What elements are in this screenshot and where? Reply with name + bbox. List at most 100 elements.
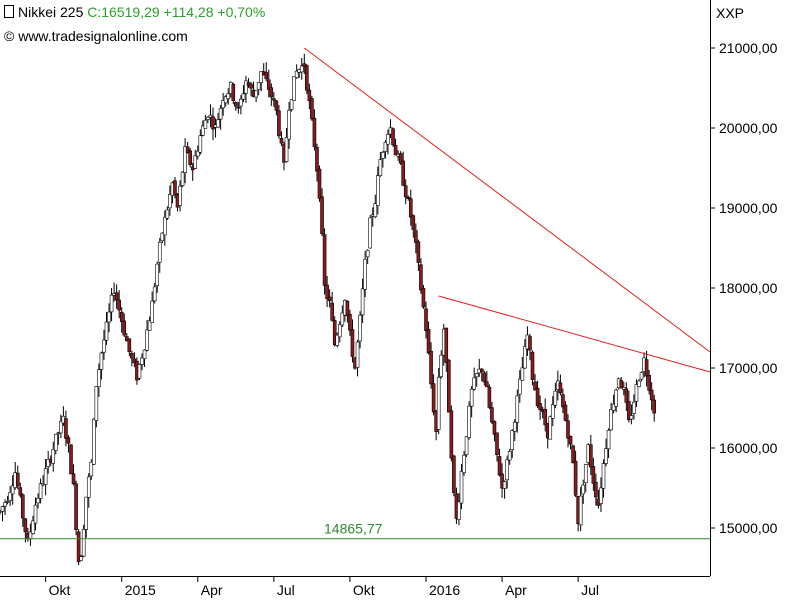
y-tick-label: 21000,00: [719, 40, 778, 56]
candle-body: [523, 346, 527, 369]
x-tick-label: Jul: [581, 582, 599, 598]
candle-body: [528, 336, 532, 351]
candle-body: [322, 234, 327, 286]
candle-body: [459, 471, 464, 504]
candle-body: [218, 108, 223, 120]
candle-body: [315, 146, 319, 172]
candle-body: [0, 506, 5, 512]
candle-body: [649, 389, 654, 401]
candle-body: [86, 476, 91, 498]
candle-body: [520, 367, 525, 381]
candle-body: [284, 137, 289, 162]
symbol-name[interactable]: Nikkei 225: [18, 4, 84, 20]
candle-body: [639, 372, 644, 380]
candle-body: [74, 483, 78, 531]
y-tick-label: 20000,00: [719, 120, 778, 136]
candle-body: [145, 329, 149, 351]
candle-body: [647, 374, 651, 391]
candle-body: [449, 410, 454, 459]
candle-body: [163, 216, 167, 236]
candle-body: [10, 485, 15, 495]
candle-body: [195, 150, 200, 157]
x-tick-label: 2015: [125, 582, 156, 598]
candle-body: [386, 134, 390, 145]
candle-body: [287, 109, 291, 140]
x-tick-label: Okt: [353, 582, 375, 598]
candle-body: [102, 339, 106, 353]
candle-body: [294, 70, 299, 78]
candle-body: [619, 380, 624, 389]
candle-body: [447, 359, 451, 413]
candle-body: [337, 323, 342, 338]
candle-body: [241, 93, 246, 100]
candle-body: [599, 487, 603, 504]
candle-body: [492, 421, 497, 435]
candle-body: [266, 79, 271, 90]
candle-body: [211, 116, 215, 130]
candle-body: [644, 359, 649, 377]
candle-body: [122, 320, 127, 336]
candle-body: [345, 300, 350, 317]
chart-header: Nikkei 225 C:16519,29 +114,28 +0,70%: [4, 4, 265, 20]
candle-body: [178, 185, 182, 206]
candle-body: [272, 98, 276, 101]
candle-body: [543, 408, 547, 426]
candle-body: [92, 418, 96, 465]
candle-body: [168, 194, 172, 209]
candle-body: [538, 403, 542, 410]
copyright-text[interactable]: © www.tradesignalonline.com: [4, 28, 188, 44]
candle-body: [292, 75, 296, 101]
y-tick-label: 18000,00: [719, 280, 778, 296]
candle-body: [8, 492, 12, 501]
x-tick-label: Apr: [505, 582, 527, 598]
candle-body: [365, 250, 370, 258]
y-tick-label: 16000,00: [719, 440, 778, 456]
candle-body: [355, 341, 360, 368]
candle-body: [208, 114, 213, 118]
candle-body: [507, 451, 512, 461]
candle-body: [553, 390, 558, 406]
candle-body: [505, 459, 509, 481]
x-tick-label: Jul: [277, 582, 295, 598]
candle-body: [393, 145, 398, 156]
currency-label: XXP: [716, 5, 745, 21]
candle-body: [467, 405, 471, 438]
candle-body: [406, 196, 411, 199]
candle-body: [157, 241, 162, 263]
candle-body: [416, 241, 421, 263]
candle-body: [535, 387, 540, 407]
candle-body: [46, 459, 50, 467]
candle-body: [474, 373, 479, 378]
candle-body: [140, 357, 144, 365]
candle-body: [53, 433, 58, 451]
candle-body: [497, 456, 502, 476]
candle-body: [601, 463, 606, 489]
candle-body: [216, 119, 220, 128]
candle-body: [203, 119, 208, 129]
candle-body: [277, 110, 281, 137]
candle-body: [495, 432, 499, 456]
candle-body: [589, 444, 593, 468]
candle-body: [259, 71, 263, 83]
resistance-trendline: [303, 47, 711, 353]
candle-body: [583, 464, 588, 484]
candle-body: [378, 159, 383, 177]
candle-body: [469, 388, 474, 407]
candle-body: [152, 286, 157, 302]
candle-body: [452, 455, 456, 494]
candle-body: [244, 80, 248, 94]
candle-body: [360, 288, 365, 316]
symbol-box-icon[interactable]: [4, 5, 14, 18]
candle-body: [431, 383, 436, 413]
candle-body: [444, 327, 449, 363]
candle-body: [254, 90, 258, 98]
candle-body: [363, 258, 367, 290]
candle-body: [317, 168, 322, 199]
candle-body: [502, 481, 507, 489]
candle-body: [307, 89, 312, 101]
candle-body: [264, 72, 269, 80]
candle-body: [581, 484, 586, 495]
candle-body: [609, 409, 613, 431]
candle-body: [142, 349, 147, 359]
